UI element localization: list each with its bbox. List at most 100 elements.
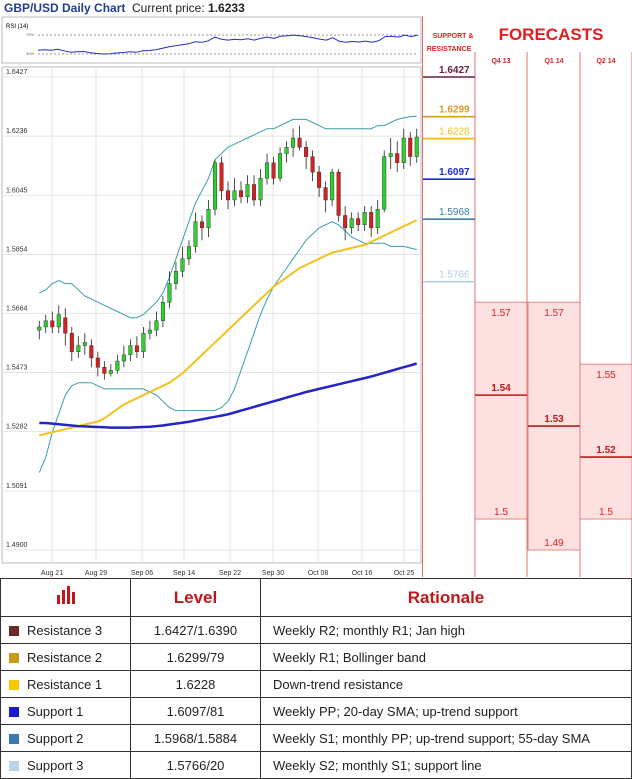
- candle-body: [356, 218, 361, 225]
- candle-body: [310, 156, 315, 173]
- y-tick-label: 1.5282: [6, 424, 28, 431]
- row-rationale: Down-trend resistance: [260, 670, 632, 698]
- forecast-min-label: 1.49: [544, 538, 564, 549]
- candle-body: [95, 357, 100, 368]
- rsi-panel: RSI (14) 70% 30%: [1, 16, 422, 64]
- rsi-label: RSI (14): [6, 24, 28, 30]
- forecast-column-label: Q4 13: [491, 58, 510, 65]
- candle-body: [265, 162, 270, 179]
- x-tick-label: Oct 25: [394, 570, 415, 577]
- row-label-cell: Resistance 2: [0, 643, 131, 671]
- candle-body: [245, 184, 250, 198]
- candle-body: [226, 190, 230, 201]
- current-price: Current price: 1.6233: [132, 1, 245, 15]
- price-value: 1.6233: [208, 1, 245, 15]
- y-tick-label: 1.5473: [6, 365, 28, 372]
- x-tick-label: Aug 21: [41, 570, 63, 577]
- candle-body: [69, 332, 74, 352]
- candle-body: [232, 190, 237, 201]
- forecast-min-label: 1.5: [494, 507, 508, 518]
- x-tick-label: Oct 08: [308, 570, 329, 577]
- level-color-swatch: [9, 625, 19, 636]
- forecast-max-label: 1.57: [491, 308, 511, 319]
- price-label: Current price:: [132, 1, 205, 15]
- row-label: Support 1: [27, 703, 84, 719]
- row-level: 1.6299/79: [130, 643, 261, 671]
- candle-body: [186, 246, 191, 260]
- row-rationale: Weekly R2; monthly R1; Jan high: [260, 616, 632, 644]
- candle-body: [193, 221, 198, 247]
- sr-level-label: 1.6427: [439, 65, 470, 76]
- header-icon-cell: [0, 578, 131, 617]
- table-row: Resistance 1 1.6228 Down-trend resistance: [0, 670, 632, 698]
- forecast-columns: Q4 13 1.57 1.54 1.5 Q1 14 1.57 1.53 1.49 Q2 14 1.…: [474, 52, 632, 577]
- row-level: 1.6228: [130, 670, 261, 698]
- candles: [37, 125, 419, 380]
- forecast-column-label: Q2 14: [596, 58, 615, 65]
- candle-body: [408, 137, 413, 157]
- sr-label-2: RESISTANCE: [427, 46, 472, 53]
- forecast-max-label: 1.55: [596, 370, 616, 381]
- sma-yellow: [39, 219, 418, 437]
- candle-body: [369, 212, 374, 229]
- x-tick-label: Sep 06: [131, 570, 153, 577]
- candle-body: [271, 162, 276, 179]
- candle-body: [258, 178, 263, 201]
- row-label: Resistance 1: [27, 676, 103, 692]
- forecast-range-box: [474, 301, 528, 520]
- price-chart: RSI (14) 70% 30% 1.6427 1.6236 1.6045 1.585…: [1, 16, 422, 577]
- row-label: Support 2: [27, 730, 84, 746]
- forecasts-panel: SUPPORT & RESISTANCE FORECASTS Q4 13 1.57…: [422, 16, 632, 577]
- candle-body: [167, 283, 172, 303]
- candle-body: [304, 147, 309, 157]
- candle-body: [199, 221, 204, 229]
- candle-body: [56, 314, 61, 328]
- candle-body: [323, 187, 328, 201]
- levels-table: Level Rationale Resistance 3 1.6427/1.639…: [0, 578, 632, 779]
- candle-body: [37, 326, 42, 331]
- indicators: [38, 115, 418, 473]
- candle-body: [63, 317, 68, 334]
- row-level: 1.6097/81: [130, 697, 261, 725]
- row-rationale: Weekly PP; 20-day SMA; up-trend support: [260, 697, 632, 725]
- forecast-mean-label: 1.53: [544, 414, 564, 425]
- x-tick-label: Sep 30: [262, 570, 284, 577]
- candle-body: [414, 136, 419, 157]
- candle-body: [154, 320, 159, 331]
- candle-body: [50, 320, 55, 328]
- sr-level-label: 1.5968: [439, 207, 470, 218]
- table-header: Level Rationale: [0, 578, 632, 617]
- y-tick-label: 1.6427: [6, 69, 28, 76]
- row-level: 1.6427/1.6390: [130, 616, 261, 644]
- level-color-swatch: [9, 706, 19, 717]
- table-row: Support 3 1.5766/20 Weekly S2; monthly S1;…: [0, 751, 632, 779]
- rsi-lower-label: 30%: [26, 51, 34, 56]
- candle-body: [388, 153, 393, 157]
- candle-body: [173, 271, 178, 284]
- row-label-cell: Resistance 3: [0, 616, 131, 644]
- header-rationale: Rationale: [260, 578, 632, 617]
- rsi-upper-label: 70%: [26, 32, 34, 37]
- table-row: Support 2 1.5968/1.5884 Weekly S1; monthly…: [0, 724, 632, 752]
- candle-body: [343, 215, 348, 229]
- sr-level-label: 1.6097: [439, 167, 470, 178]
- candle-body: [121, 354, 126, 362]
- row-rationale: Weekly S2; monthly S1; support line: [260, 751, 632, 779]
- forecast-mean-label: 1.52: [596, 445, 616, 456]
- level-color-swatch: [9, 652, 19, 663]
- candle-body: [206, 209, 211, 229]
- candle-body: [180, 258, 185, 272]
- row-label-cell: Support 2: [0, 724, 131, 752]
- x-axis-labels: Aug 21 Aug 29 Sep 06 Sep 14 Sep 22 Sep 30 Oct …: [41, 570, 415, 577]
- row-level: 1.5968/1.5884: [130, 724, 261, 752]
- y-tick-label: 1.4900: [6, 542, 28, 549]
- candle-body: [108, 370, 113, 374]
- row-label: Support 3: [27, 757, 84, 773]
- row-label: Resistance 2: [27, 649, 103, 665]
- x-tick-label: Sep 22: [219, 570, 241, 577]
- bollinger-lower: [38, 221, 417, 473]
- candle-body: [401, 137, 406, 164]
- header-level: Level: [130, 578, 261, 617]
- candle-body: [291, 137, 296, 148]
- forecast-svg: SUPPORT & RESISTANCE FORECASTS Q4 13 1.57…: [423, 25, 632, 577]
